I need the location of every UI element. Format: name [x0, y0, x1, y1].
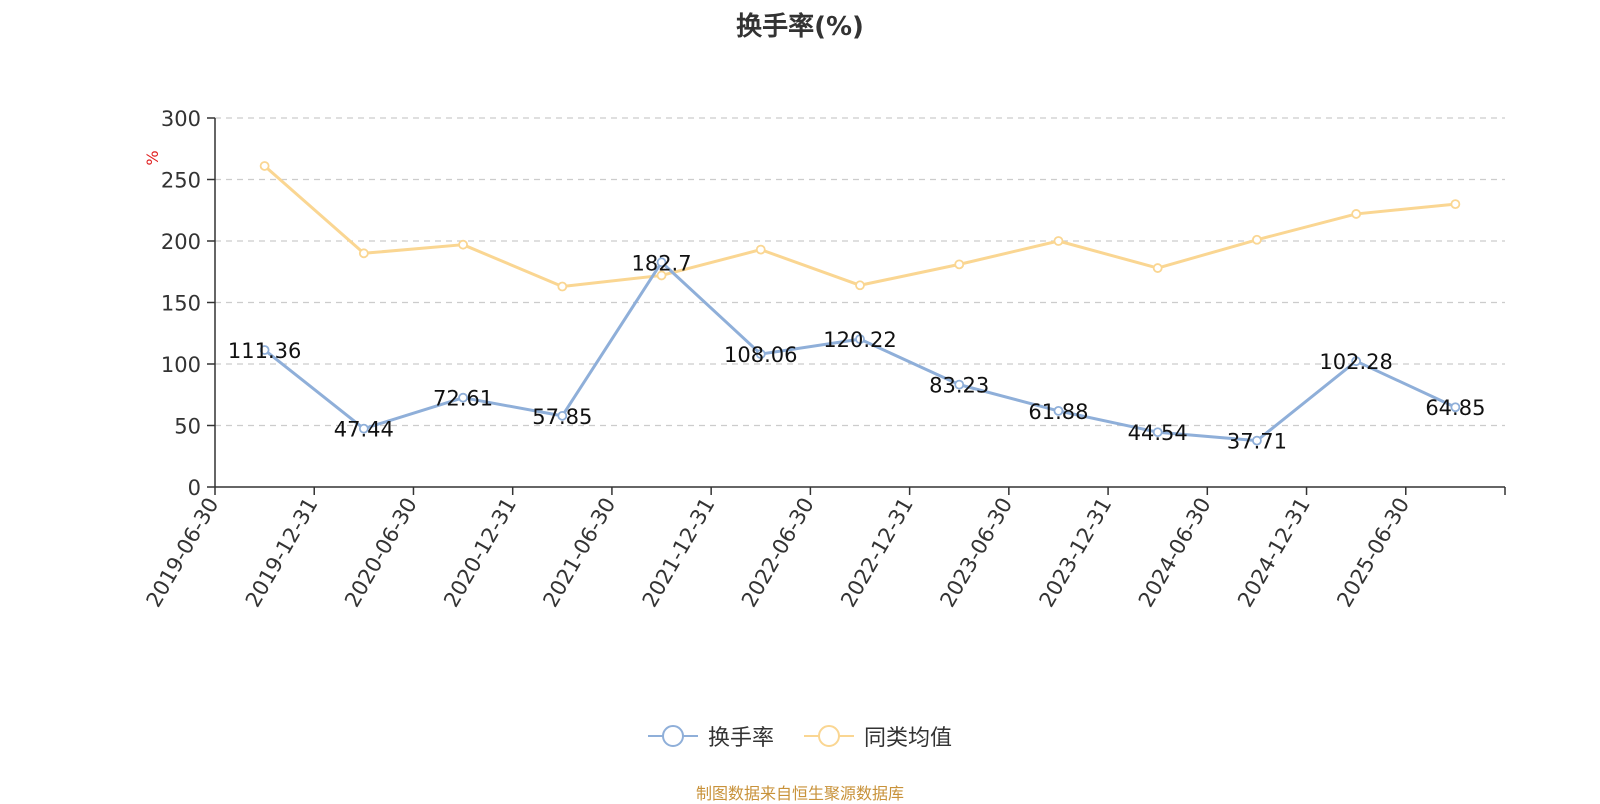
data-point-peer-average	[1252, 234, 1262, 245]
data-point-turnover	[1152, 427, 1163, 438]
x-tick-label: 2019-12-31	[241, 494, 323, 612]
x-tick-label: 2022-06-30	[737, 494, 819, 612]
legend-marker-turnover	[647, 725, 698, 747]
data-point-turnover	[1252, 435, 1262, 446]
data-point-turnover	[1351, 356, 1362, 367]
legend-label-turnover: 换手率	[707, 726, 774, 751]
data-point-peer-average	[1450, 199, 1461, 210]
data-point-turnover	[259, 345, 270, 355]
data-point-turnover	[954, 379, 965, 390]
y-tick-label: 200	[161, 230, 201, 254]
data-label: 61.88	[1028, 400, 1088, 424]
data-point-peer-average	[656, 270, 667, 281]
data-label: 64.85	[1425, 396, 1485, 420]
data-point-peer-average	[458, 239, 468, 250]
data-label: 108.06	[724, 343, 797, 367]
x-tick-label: 2019-06-30	[142, 494, 224, 612]
data-point-turnover	[1053, 405, 1064, 416]
data-label: 111.36	[228, 339, 301, 363]
x-tick-label: 2021-06-30	[538, 494, 620, 612]
series-line-peer-average	[263, 164, 1456, 289]
data-label: 102.28	[1319, 350, 1392, 374]
data-label: 44.54	[1128, 421, 1188, 445]
legend: 换手率 同类均值	[0, 720, 1600, 752]
data-label: 37.71	[1227, 430, 1287, 454]
y-tick-label: 250	[161, 169, 201, 193]
data-point-peer-average	[259, 161, 270, 171]
data-point-turnover	[557, 410, 568, 421]
x-tick-label: 2024-12-31	[1233, 494, 1315, 612]
y-tick-label: 0	[188, 476, 201, 500]
x-tick-label: 2023-06-30	[935, 494, 1017, 612]
x-tick-label: 2021-12-31	[638, 494, 720, 612]
data-point-peer-average	[1152, 263, 1163, 273]
x-tick-label: 2023-12-31	[1035, 494, 1117, 612]
data-label: 57.85	[532, 405, 592, 429]
x-tick-label: 2022-12-31	[836, 494, 918, 612]
legend-marker-peer-average	[804, 725, 854, 747]
data-point-peer-average	[954, 259, 965, 270]
data-point-turnover	[1450, 402, 1461, 413]
data-source-note: 制图数据来自恒生聚源数据库	[695, 784, 904, 803]
data-label: 120.22	[823, 328, 896, 352]
y-tick-label: 150	[161, 292, 201, 316]
data-label: 182.7	[631, 251, 691, 275]
data-point-peer-average	[1053, 236, 1064, 246]
x-tick-label: 2025-06-30	[1332, 494, 1414, 612]
data-point-turnover	[458, 392, 468, 403]
data-point-peer-average	[755, 244, 766, 255]
data-point-turnover	[855, 334, 865, 345]
data-point-turnover	[656, 257, 667, 268]
y-tick-label: 300	[161, 107, 201, 131]
y-axis-label: %	[143, 150, 162, 165]
data-point-peer-average	[557, 281, 568, 292]
x-tick-label: 2020-12-31	[439, 494, 521, 612]
y-tick-label: 100	[161, 353, 201, 377]
x-tick-label: 2024-06-30	[1134, 494, 1216, 612]
x-tick-label: 2020-06-30	[340, 494, 422, 612]
data-point-peer-average	[1351, 209, 1362, 219]
legend-item-peer-average[interactable]: 同类均值	[804, 720, 952, 752]
data-point-peer-average	[358, 248, 369, 259]
chart-title: 换手率(%)	[736, 12, 864, 42]
data-label: 47.44	[334, 418, 394, 442]
data-point-turnover	[755, 349, 766, 359]
data-point-turnover	[358, 423, 369, 434]
data-label: 83.23	[929, 374, 989, 398]
legend-item-turnover[interactable]: 换手率	[647, 720, 774, 752]
data-point-peer-average	[855, 280, 865, 291]
legend-label-peer-average: 同类均值	[864, 726, 953, 751]
data-label: 72.61	[433, 387, 493, 411]
y-tick-label: 50	[174, 415, 201, 439]
